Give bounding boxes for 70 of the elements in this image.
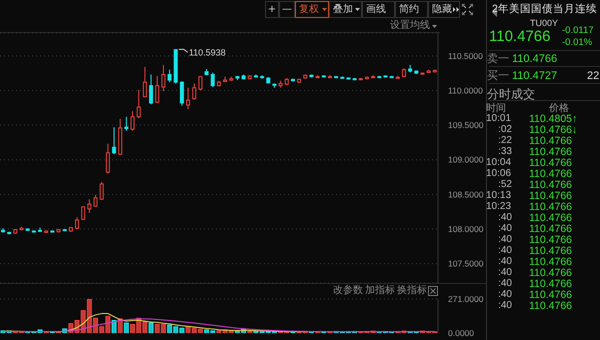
y-tick-label: 107.5000	[448, 258, 484, 269]
text: 2年美国国债当月连续	[492, 3, 597, 15]
y-tick-label: 0.0000	[448, 328, 474, 338]
text: 10:06	[486, 168, 512, 179]
text: 110.4766	[529, 256, 572, 268]
text: 改参数	[333, 285, 363, 296]
text: 加指标	[365, 285, 395, 296]
text: 110.4766↓	[529, 124, 578, 136]
text: 110.4766	[529, 179, 572, 191]
text: :40	[497, 223, 512, 234]
y-tick-label: 271.0000	[448, 294, 484, 304]
y-tick-label: 109.5000	[448, 120, 484, 130]
text: :22	[497, 135, 512, 146]
y-tick-label: 108.5000	[448, 189, 484, 200]
text: 10:01	[486, 113, 512, 124]
text: 110.4766	[529, 245, 572, 257]
text: 隐藏	[428, 1, 460, 18]
text: 110.4805↑	[529, 113, 578, 125]
y-tick-label: 109.0000	[448, 154, 484, 165]
text: 10:23	[486, 201, 512, 212]
text: 画线	[362, 1, 395, 18]
text: 分时成交	[487, 87, 535, 101]
text: :40	[497, 278, 512, 289]
text: 110.4766	[529, 146, 572, 158]
text: 换指标	[397, 285, 427, 296]
annotation: 110.5938	[188, 48, 226, 58]
text: 复权	[295, 1, 329, 18]
text: 10:04	[486, 157, 512, 168]
text: 价格	[549, 103, 569, 114]
text: :33	[497, 146, 512, 157]
text: 110.4766	[529, 190, 572, 202]
text: -0.0117	[562, 25, 594, 36]
text: 110.4766	[529, 157, 572, 169]
text: +	[265, 1, 279, 18]
text: :52	[497, 179, 512, 190]
text: —	[279, 1, 295, 18]
text: -0.01%	[562, 37, 592, 48]
text: :40	[497, 267, 512, 278]
text: :40	[497, 245, 512, 256]
y-tick-label: 110.0000	[448, 85, 484, 96]
text: :40	[497, 212, 512, 223]
text: 110.4766	[529, 212, 572, 224]
text: TU00Y	[530, 18, 558, 28]
text: 10:13	[486, 190, 512, 201]
y-tick-label: 110.5000	[448, 50, 484, 61]
text: 110.4766	[512, 53, 558, 65]
text: :40	[497, 289, 512, 300]
text: :40	[497, 234, 512, 245]
text: :40	[497, 300, 512, 311]
text: 时间	[486, 103, 506, 114]
text: 110.4766	[529, 135, 572, 147]
text: 110.4766	[529, 223, 572, 235]
text: :02	[497, 124, 512, 135]
text: 22	[587, 70, 600, 82]
text: :40	[497, 256, 512, 267]
text: 110.4766	[529, 278, 572, 290]
text: 110.4766	[529, 201, 572, 213]
y-tick-label: 108.0000	[448, 224, 484, 234]
text: 买一	[487, 70, 509, 82]
text: 110.4766	[529, 168, 572, 180]
text: 简约	[395, 1, 428, 18]
text: 110.4766	[529, 300, 572, 312]
text: 110.4766	[529, 234, 572, 246]
text: 110.4727	[512, 70, 558, 82]
text: 卖一	[487, 53, 509, 65]
text: 叠加	[329, 1, 362, 18]
text: 设置均线	[390, 20, 430, 31]
text: 110.4766	[529, 267, 572, 279]
text: 110.4766	[489, 28, 550, 45]
text: 110.4766	[529, 289, 572, 301]
